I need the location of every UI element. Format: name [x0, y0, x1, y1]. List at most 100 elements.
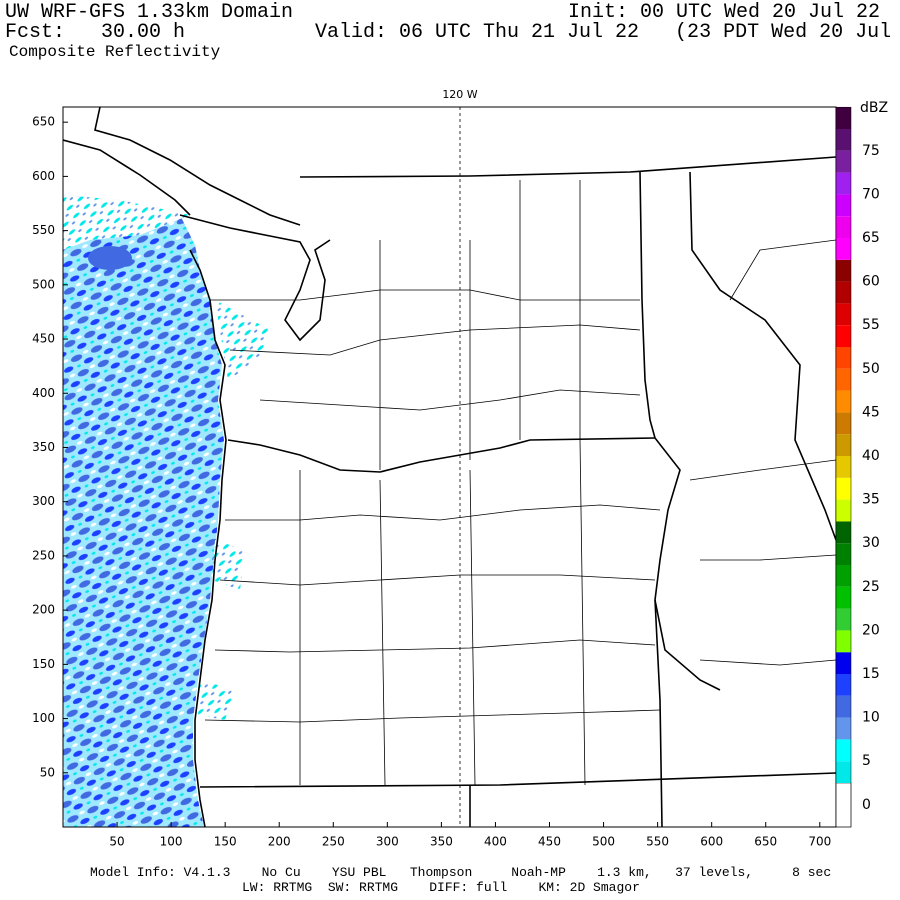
y-tick-label: 250: [32, 548, 55, 562]
model-title: UW WRF-GFS 1.33km Domain: [5, 1, 294, 24]
county-lines: [204, 180, 836, 786]
colorbar-band: [836, 456, 851, 478]
border: [299, 156, 836, 178]
reflectivity-light: [198, 300, 270, 720]
colorbar-band: [836, 630, 851, 653]
border: [654, 437, 721, 691]
reflectivity-cell: [88, 246, 132, 270]
colorbar-band: [836, 543, 851, 565]
colorbar-band: [836, 521, 851, 544]
y-tick-label: 500: [32, 277, 55, 291]
colorbar-band: [836, 129, 851, 151]
colorbar-band: [836, 172, 851, 195]
colorbar-label: 60: [862, 274, 880, 290]
colorbar-band: [836, 259, 851, 282]
colorbar-band: [836, 107, 851, 129]
colorbar-band: [836, 652, 851, 674]
x-tick-label: 100: [160, 835, 183, 849]
border: [639, 171, 656, 439]
colorbar: 0 5 10 15 20 25 30 35 40 45 50 55 60 65 70 75: [835, 106, 880, 828]
colorbar-band: [836, 717, 851, 740]
coastline: [189, 249, 227, 827]
colorbar-band: [836, 565, 851, 587]
coastline: [63, 139, 191, 216]
colorbar-label: 45: [862, 404, 880, 420]
colorbar-band: [836, 216, 851, 238]
colorbar-band: [836, 238, 851, 260]
forecast-hour: Fcst: 30.00 h: [5, 21, 186, 44]
colorbar-label: 65: [862, 230, 880, 246]
colorbar-label: 0: [862, 797, 871, 813]
y-tick-label: 200: [32, 603, 55, 617]
x-tick-label: 700: [808, 835, 831, 849]
colorbar-band: [836, 586, 851, 609]
colorbar-band: [836, 281, 851, 304]
coastline: [94, 107, 301, 226]
colorbar-band: [836, 412, 851, 435]
x-tick-label: 500: [592, 835, 615, 849]
x-tick-label: 350: [430, 835, 453, 849]
colorbar-zero: [835, 782, 852, 828]
y-tick-label: 150: [32, 657, 55, 671]
colorbar-unit: dBZ: [860, 100, 888, 116]
x-tick-label: 250: [322, 835, 345, 849]
reflectivity: [63, 195, 224, 827]
x-tick-label: 450: [538, 835, 561, 849]
colorbar-band: [836, 325, 851, 347]
x-tick-label: 300: [376, 835, 399, 849]
colorbar-band: [836, 347, 851, 369]
colorbar-band: [836, 303, 851, 326]
colorbar-band: [836, 499, 851, 522]
init-time: Init: 00 UTC Wed 20 Jul 22: [567, 1, 880, 24]
meridian-label: 120 W: [442, 88, 477, 101]
y-tick-label: 300: [32, 494, 55, 508]
reflectivity-light: [63, 195, 190, 250]
border: [654, 599, 663, 827]
y-tick-label: 350: [32, 440, 55, 454]
colorbar-label: 55: [862, 317, 880, 333]
x-tick-label: 550: [646, 835, 669, 849]
model-info: Model Info: V4.1.3 No Cu YSU PBL Thompso…: [90, 865, 832, 880]
y-tick-label: 400: [32, 386, 55, 400]
colorbar-label: 50: [862, 361, 880, 377]
border: [689, 171, 836, 541]
colorbar-frame: [835, 106, 852, 828]
border: [227, 437, 656, 473]
colorbar-band: [836, 695, 851, 718]
y-tick-label: 100: [32, 711, 55, 725]
colorbar-label: 15: [862, 666, 880, 682]
physics-info: LW: RRTMG SW: RRTMG DIFF: full KM: 2D Sm…: [242, 880, 640, 895]
colorbar-band: [836, 477, 851, 500]
coastline: [179, 214, 331, 342]
valid-time: Valid: 06 UTC Thu 21 Jul 22 (23 PDT Wed …: [315, 21, 900, 44]
x-tick-label: 50: [109, 835, 124, 849]
x-tick-label: 200: [268, 835, 291, 849]
x-tick-label: 600: [700, 835, 723, 849]
colorbar-label: 25: [862, 579, 880, 595]
axes: 50 100 150 200 250 300 350 400 450 500 550 600 650 70…: [32, 115, 831, 849]
colorbar-band: [836, 608, 851, 631]
colorbar-band: [836, 434, 851, 456]
colorbar-band: [836, 761, 851, 783]
colorbar-label: 10: [862, 710, 880, 726]
x-tick-label: 400: [484, 835, 507, 849]
colorbar-label: 75: [862, 143, 880, 159]
colorbar-label: 5: [862, 753, 871, 769]
colorbar-label: 70: [862, 186, 880, 202]
x-tick-label: 150: [214, 835, 237, 849]
y-tick-label: 50: [40, 765, 55, 779]
border: [199, 772, 836, 788]
colorbar-label: 30: [862, 535, 880, 551]
colorbar-band: [836, 390, 851, 413]
colorbar-label: 40: [862, 448, 880, 464]
colorbar-label: 35: [862, 492, 880, 508]
colorbar-band: [836, 739, 851, 762]
y-tick-label: 550: [32, 223, 55, 237]
y-tick-label: 600: [32, 169, 55, 183]
map-layer: [63, 107, 836, 827]
y-tick-label: 450: [32, 332, 55, 346]
colorbar-label: 20: [862, 622, 880, 638]
y-tick-label: 650: [32, 115, 55, 129]
x-tick-label: 650: [754, 835, 777, 849]
